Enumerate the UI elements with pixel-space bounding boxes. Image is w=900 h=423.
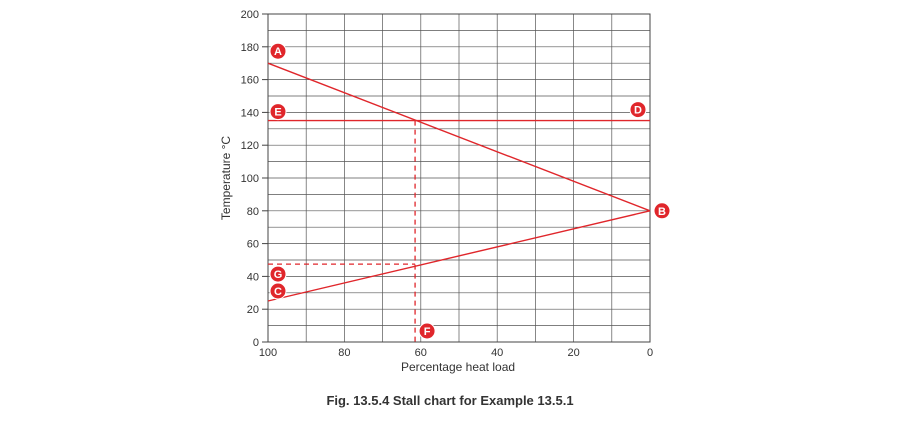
marker-label: E xyxy=(274,107,281,119)
y-tick-label: 180 xyxy=(241,42,259,54)
x-tick-label: 20 xyxy=(567,347,579,359)
point-marker-f: F xyxy=(418,322,436,340)
point-marker-g: G xyxy=(269,265,287,283)
y-tick-label: 100 xyxy=(241,173,259,185)
series-line xyxy=(267,62,651,212)
point-marker-a: A xyxy=(269,42,287,60)
chart-guides xyxy=(268,120,416,342)
y-tick-label: 0 xyxy=(253,337,259,349)
marker-circle xyxy=(653,202,671,220)
y-tick-label: 120 xyxy=(241,140,259,152)
marker-label: B xyxy=(658,206,666,218)
chart-series xyxy=(267,62,651,302)
series-line xyxy=(267,210,651,302)
point-marker-d: D xyxy=(629,101,647,119)
y-tick-label: 140 xyxy=(241,107,259,119)
figure-caption: Fig. 13.5.4 Stall chart for Example 13.5… xyxy=(326,393,574,408)
point-marker-c: C xyxy=(269,282,287,300)
marker-label: C xyxy=(274,286,282,298)
marker-circle xyxy=(269,265,287,283)
marker-label: D xyxy=(634,105,642,117)
y-axis-label: Temperature °C xyxy=(219,136,233,220)
y-tick-label: 60 xyxy=(247,239,259,251)
x-axis-label: Percentage heat load xyxy=(401,360,515,374)
x-tick-label: 0 xyxy=(647,347,653,359)
marker-circle xyxy=(629,101,647,119)
marker-label: G xyxy=(274,269,283,281)
y-tick-label: 20 xyxy=(247,304,259,316)
chart-markers: A B C D E F G xyxy=(269,42,671,340)
chart-grid xyxy=(267,13,651,343)
x-tick-label: 60 xyxy=(415,347,427,359)
y-tick-label: 200 xyxy=(241,9,259,21)
y-tick-label: 80 xyxy=(247,206,259,218)
marker-circle xyxy=(418,322,436,340)
marker-circle xyxy=(269,42,287,60)
marker-circle xyxy=(269,103,287,121)
x-tick-label: 40 xyxy=(491,347,503,359)
y-tick-label: 40 xyxy=(247,271,259,283)
y-tick-label: 160 xyxy=(241,75,259,87)
marker-label: F xyxy=(424,326,431,338)
marker-label: A xyxy=(274,46,282,58)
x-tick-label: 80 xyxy=(338,347,350,359)
marker-circle xyxy=(269,282,287,300)
x-tick-label: 100 xyxy=(259,347,277,359)
point-marker-b: B xyxy=(653,202,671,220)
point-marker-e: E xyxy=(269,103,287,121)
